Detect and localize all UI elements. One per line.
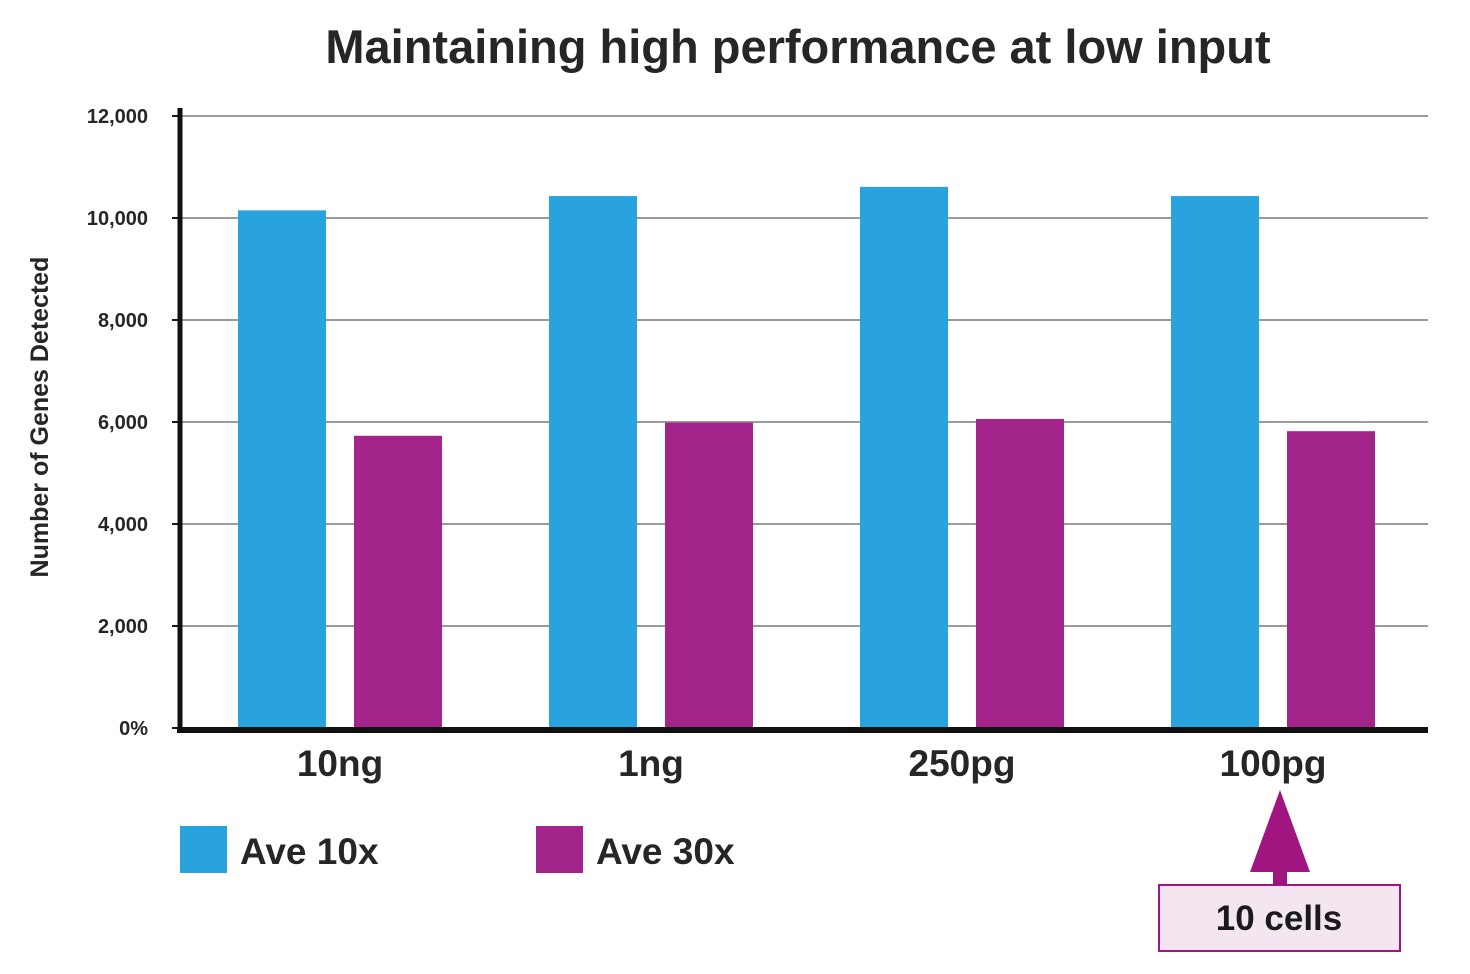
y-tick-label: 6,000 [98, 412, 148, 434]
x-tick-label: 10ng [297, 743, 383, 784]
bar-ave-30x-250pg [976, 418, 1064, 728]
bar-ave-10x-10ng [238, 210, 326, 729]
annotation-label: 10 cells [1216, 899, 1343, 938]
y-tick-label: 12,000 [87, 106, 148, 128]
bar-ave-30x-1ng [665, 422, 753, 728]
y-tick-label: 4,000 [98, 514, 148, 536]
y-tick-label: 0% [119, 718, 148, 740]
bar-ave-30x-10ng [354, 435, 442, 728]
y-tick-label: 8,000 [98, 310, 148, 332]
legend: Ave 10x Ave 30x [180, 826, 735, 873]
legend-label: Ave 30x [596, 831, 735, 872]
y-tick-label: 2,000 [98, 616, 148, 638]
x-tick-label: 1ng [618, 743, 684, 784]
annotation-box [1158, 884, 1401, 952]
y-axis-label: Number of Genes Detected [26, 257, 54, 578]
axes [172, 108, 1428, 733]
bar-ave-10x-100pg [1171, 196, 1259, 728]
legend-label: Ave 10x [240, 831, 379, 872]
bar-ave-10x-250pg [860, 186, 948, 728]
x-tick-label: 100pg [1220, 743, 1327, 784]
tick-labels: 0% 2,000 4,000 6,000 8,000 10,000 12,000 10ng 1n… [87, 106, 1327, 784]
legend-swatch [536, 826, 583, 873]
y-tick-label: 10,000 [87, 208, 148, 230]
x-tick-label: 250pg [909, 743, 1016, 784]
annotation-arrow-shaft [1273, 870, 1287, 886]
annotation: 10 cells [1158, 790, 1401, 952]
bar-ave-10x-1ng [549, 196, 637, 728]
chart-title: Maintaining high performance at low inpu… [325, 20, 1271, 73]
bars [238, 186, 1375, 729]
legend-swatch [180, 826, 227, 873]
bar-ave-30x-100pg [1287, 431, 1375, 728]
annotation-arrow-head [1250, 790, 1310, 872]
